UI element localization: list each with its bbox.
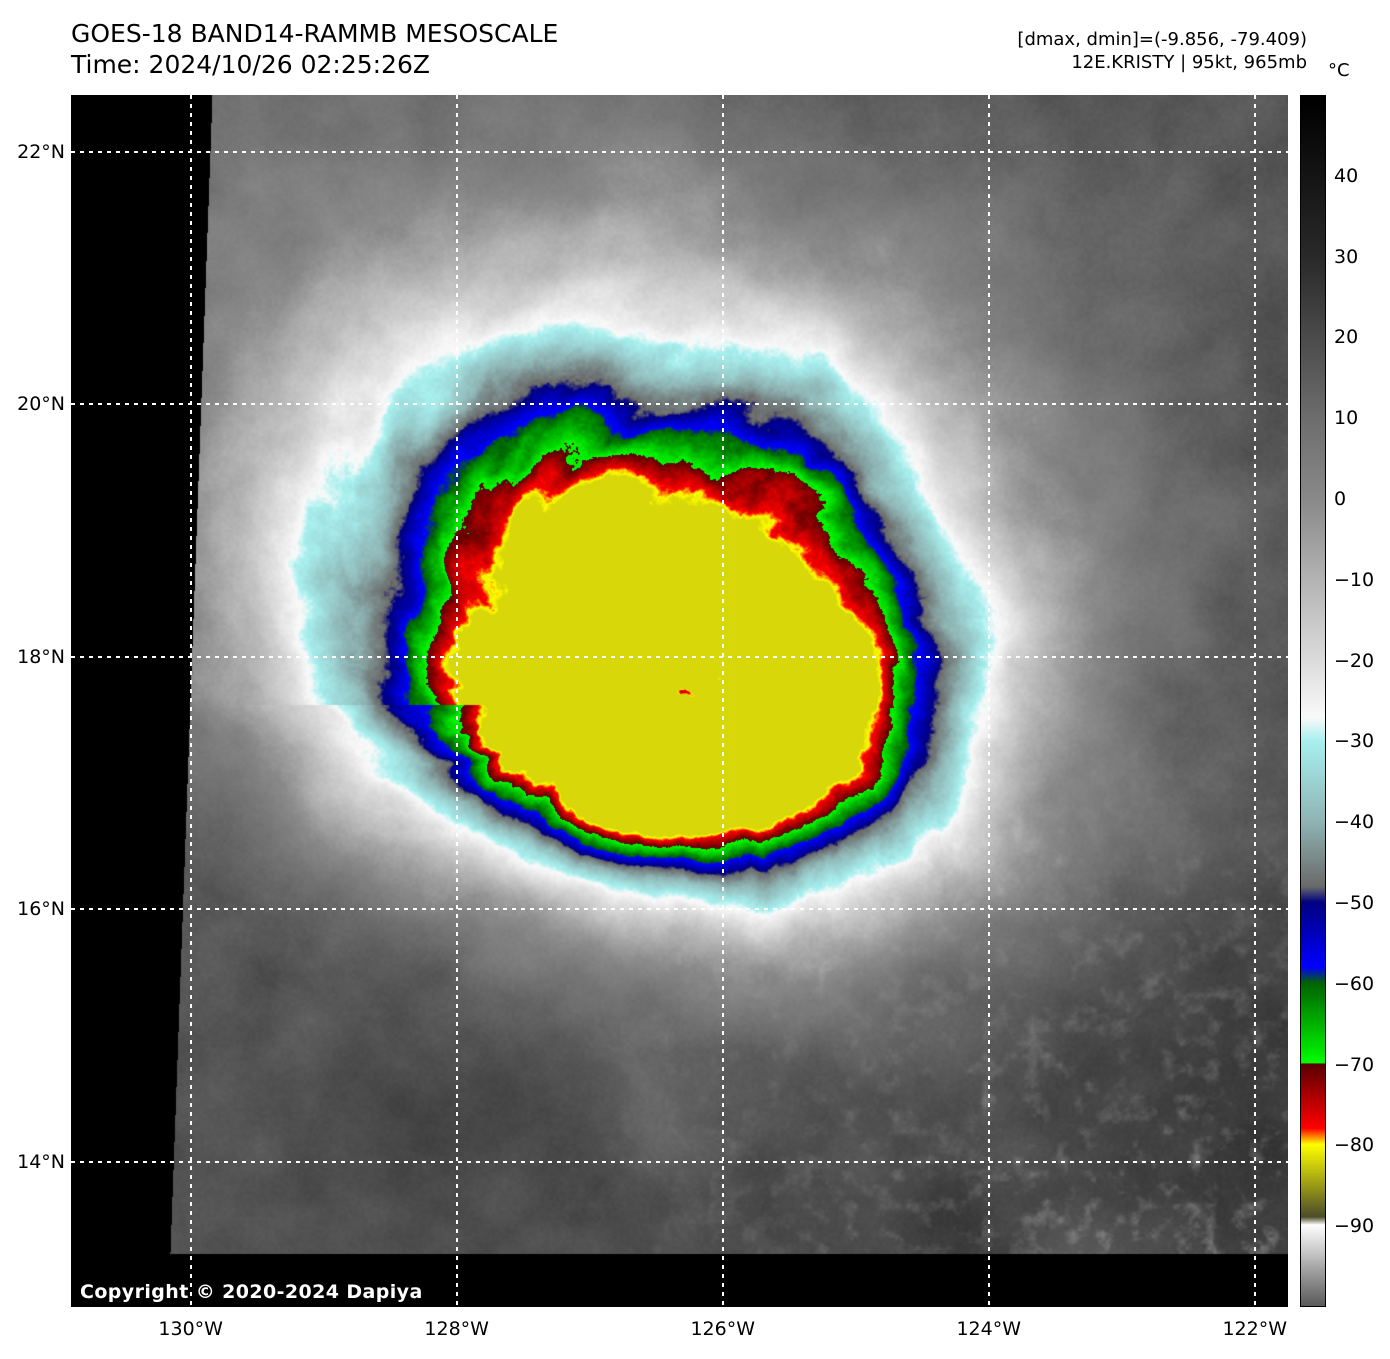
gridline-lat-3: [71, 908, 1288, 911]
temperature-colorbar: [1300, 95, 1326, 1307]
colorbar-tick-label: −10: [1334, 568, 1375, 591]
satellite-image-plot: [71, 95, 1288, 1307]
colorbar-tick-label: 30: [1334, 245, 1359, 268]
colorbar-tick-label: 10: [1334, 407, 1359, 430]
colorbar-unit-label: °C: [1328, 60, 1350, 81]
copyright-notice: Copyright © 2020-2024 Dapiya: [80, 1281, 423, 1303]
longitude-tick-label: 126°W: [690, 1318, 755, 1340]
dmax-dmin-label: [dmax, dmin]=(-9.856, -79.409): [1017, 29, 1307, 50]
colorbar-tick-label: 40: [1334, 164, 1359, 187]
latitude-tick-label: 22°N: [17, 140, 65, 163]
colorbar-tick-label: −20: [1334, 649, 1375, 672]
longitude-tick-label: 128°W: [424, 1318, 489, 1340]
colorbar-tick-label: −30: [1334, 730, 1375, 753]
storm-info-label: 12E.KRISTY | 95kt, 965mb: [1071, 52, 1307, 73]
latitude-tick-label: 18°N: [17, 645, 65, 668]
gridline-lon-4: [1253, 95, 1256, 1307]
gridline-lat-2: [71, 655, 1288, 658]
colorbar-tick-label: −70: [1334, 1053, 1375, 1076]
gridline-lon-3: [987, 95, 990, 1307]
metadata-block: [dmax, dmin]=(-9.856, -79.409) 12E.KRIST…: [1017, 28, 1307, 74]
colorbar-tick-label: −90: [1334, 1215, 1375, 1238]
latitude-tick-label: 20°N: [17, 393, 65, 416]
colorbar-tick-label: 0: [1334, 488, 1347, 510]
gridline-lon-0: [189, 95, 192, 1307]
latitude-tick-label: 16°N: [17, 898, 65, 921]
gridline-lon-1: [455, 95, 458, 1307]
colorbar-tick-label: −80: [1334, 1134, 1375, 1157]
colorbar-tick-label: −50: [1334, 892, 1375, 914]
title-block: GOES-18 BAND14-RAMMB MESOSCALE Time: 202…: [71, 18, 558, 80]
timestamp-label: Time: 2024/10/26 02:25:26Z: [71, 50, 430, 79]
infrared-satellite-imagery: [71, 95, 1288, 1307]
page-title: GOES-18 BAND14-RAMMB MESOSCALE: [71, 19, 559, 48]
colorbar-tick-label: −60: [1334, 972, 1375, 995]
colorbar-tick-label: −40: [1334, 811, 1375, 834]
longitude-tick-label: 130°W: [158, 1318, 223, 1340]
longitude-tick-label: 124°W: [956, 1318, 1022, 1340]
gridline-lat-4: [71, 1160, 1288, 1163]
latitude-tick-label: 14°N: [17, 1150, 65, 1173]
colorbar-gradient: [1301, 96, 1325, 1306]
longitude-tick-label: 122°W: [1222, 1318, 1288, 1340]
gridline-lon-2: [721, 95, 724, 1307]
colorbar-tick-label: 20: [1334, 326, 1359, 349]
gridline-lat-1: [71, 403, 1288, 406]
gridline-lat-0: [71, 150, 1288, 153]
